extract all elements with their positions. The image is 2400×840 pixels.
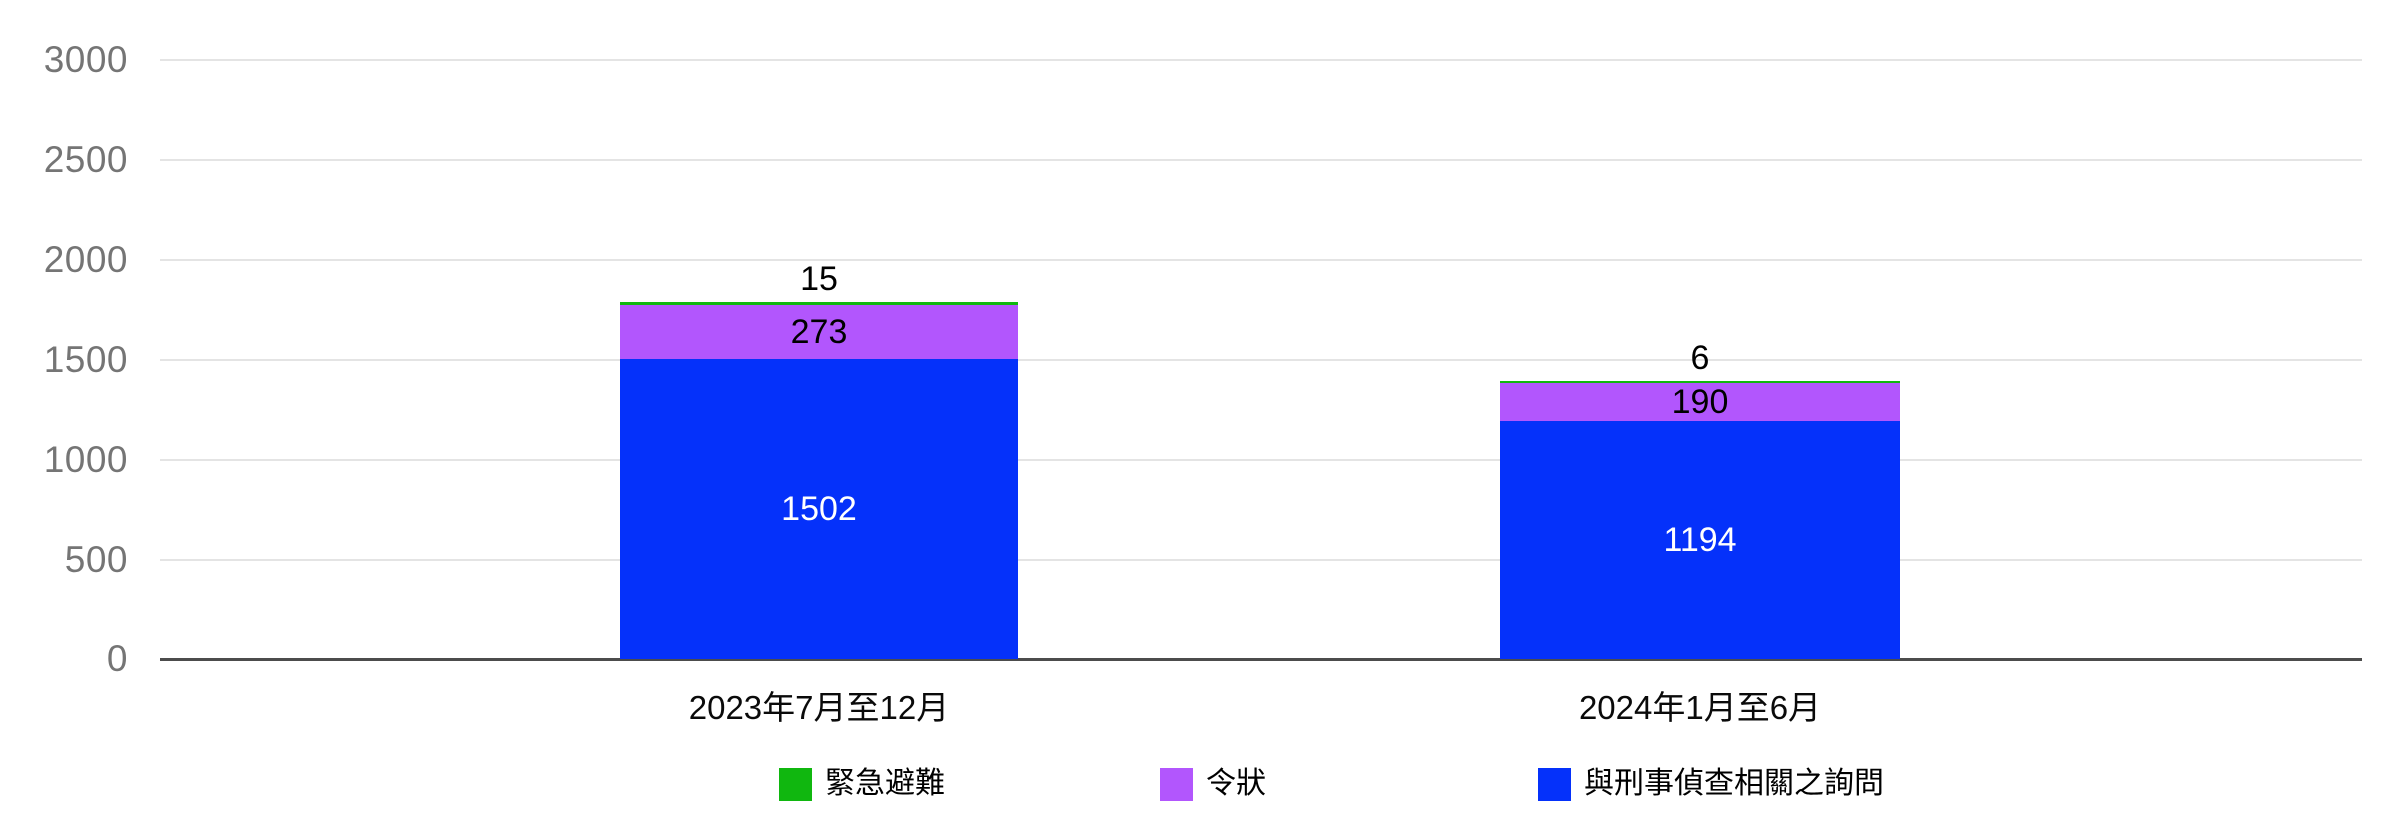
value-label-emergency-2023: 15 xyxy=(800,259,838,298)
legend-item-emergency[interactable]: 緊急避難 xyxy=(779,766,945,802)
gridline-1500 xyxy=(160,359,2362,361)
legend-swatch-purple xyxy=(1160,767,1193,801)
legend-label-emergency: 緊急避難 xyxy=(825,767,945,800)
legend-label-warrants: 令狀 xyxy=(1206,767,1266,800)
gridline-1000 xyxy=(160,459,2362,461)
legend-label-criminal-inquiries: 與刑事偵查相關之詢問 xyxy=(1584,767,1884,800)
bar-2024-jan-jun: 1194 190 6 xyxy=(1500,341,1900,659)
legend-item-warrants[interactable]: 令狀 xyxy=(1160,766,1266,802)
legend-swatch-green xyxy=(779,767,812,801)
gridline-3000 xyxy=(160,59,2362,61)
gridline-2500 xyxy=(160,159,2362,161)
value-label-criminal-2023: 1502 xyxy=(781,490,857,529)
x-axis-line xyxy=(160,658,2362,661)
value-label-emergency-2024: 6 xyxy=(1690,338,1710,377)
segment-emergency-2023[interactable] xyxy=(620,301,1018,305)
value-label-warrants-2023: 273 xyxy=(790,312,848,351)
y-tick-1000: 1000 xyxy=(43,439,128,480)
segment-warrants-2024[interactable]: 190 xyxy=(1500,382,1900,421)
gridline-2000 xyxy=(160,259,2362,261)
segment-emergency-2024[interactable] xyxy=(1500,380,1900,383)
category-label-2023: 2023年7月至12月 xyxy=(688,689,950,726)
legend-swatch-blue xyxy=(1538,767,1571,801)
y-tick-1500: 1500 xyxy=(43,339,128,380)
y-tick-2000: 2000 xyxy=(43,239,128,280)
segment-warrants-2023[interactable]: 273 xyxy=(620,304,1018,360)
y-tick-500: 500 xyxy=(64,539,128,580)
y-tick-0: 0 xyxy=(106,638,128,679)
segment-criminal-inquiries-2023[interactable]: 1502 xyxy=(620,359,1018,659)
value-label-warrants-2024: 190 xyxy=(1671,382,1729,421)
value-label-criminal-2024: 1194 xyxy=(1663,520,1737,559)
legend-item-criminal-inquiries[interactable]: 與刑事偵查相關之詢問 xyxy=(1538,766,1884,802)
y-tick-2500: 2500 xyxy=(43,139,128,180)
bar-2023-jul-dec: 1502 273 15 xyxy=(620,262,1018,659)
gridline-500 xyxy=(160,559,2362,561)
category-label-2024: 2024年1月至6月 xyxy=(1578,689,1822,726)
segment-criminal-inquiries-2024[interactable]: 1194 xyxy=(1500,420,1900,659)
y-tick-3000: 3000 xyxy=(43,39,128,80)
